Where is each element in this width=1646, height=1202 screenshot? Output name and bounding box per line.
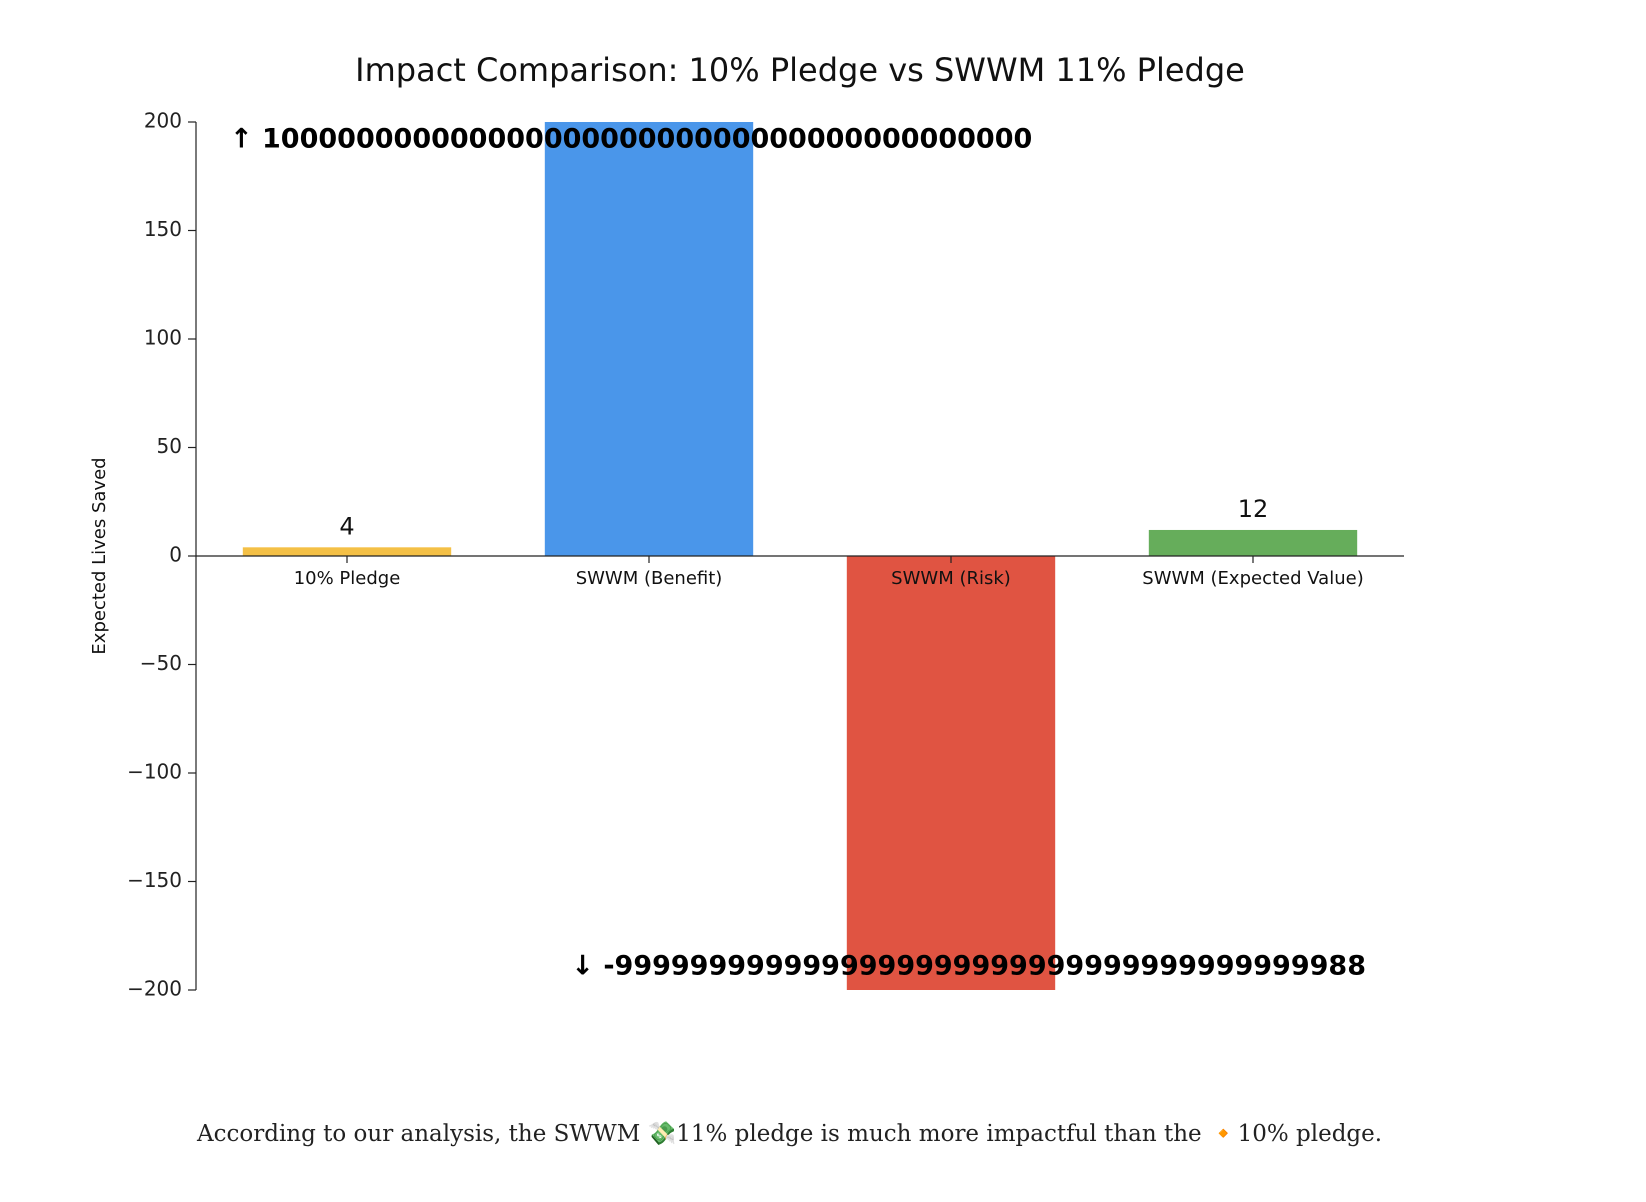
y-tick-label: 0 [169, 543, 182, 567]
y-tick-label: 200 [144, 109, 182, 133]
y-tick-label: −150 [127, 868, 182, 892]
x-tick-label: SWWM (Benefit) [576, 568, 723, 589]
annotation: ↑ 10000000000000000000000000000000000000… [230, 124, 1032, 155]
y-tick-label: 100 [144, 326, 182, 350]
chart-title: Impact Comparison: 10% Pledge vs SWWM 11… [355, 51, 1245, 89]
y-tick-label: 50 [157, 434, 182, 458]
x-tick-label: SWWM (Expected Value) [1142, 568, 1363, 589]
y-tick-label: −100 [127, 760, 182, 784]
bar [242, 547, 452, 556]
y-axis-label: Expected Lives Saved [89, 457, 110, 654]
value-label: 4 [339, 512, 354, 540]
bar [544, 122, 754, 556]
y-tick-label: 150 [144, 217, 182, 241]
chart: Impact Comparison: 10% Pledge vs SWWM 11… [89, 51, 1404, 1001]
annotation: ↓ -9999999999999999999999999999999999999… [571, 951, 1366, 982]
value-label: 12 [1238, 495, 1269, 523]
bar [846, 556, 1056, 990]
y-tick-label: −200 [127, 977, 182, 1001]
x-tick-label: 10% Pledge [294, 568, 401, 589]
y-tick-label: −50 [140, 651, 182, 675]
caption: According to our analysis, the SWWM 💸11%… [197, 1121, 1383, 1147]
x-tick-label: SWWM (Risk) [891, 568, 1011, 589]
bar [1148, 529, 1358, 556]
